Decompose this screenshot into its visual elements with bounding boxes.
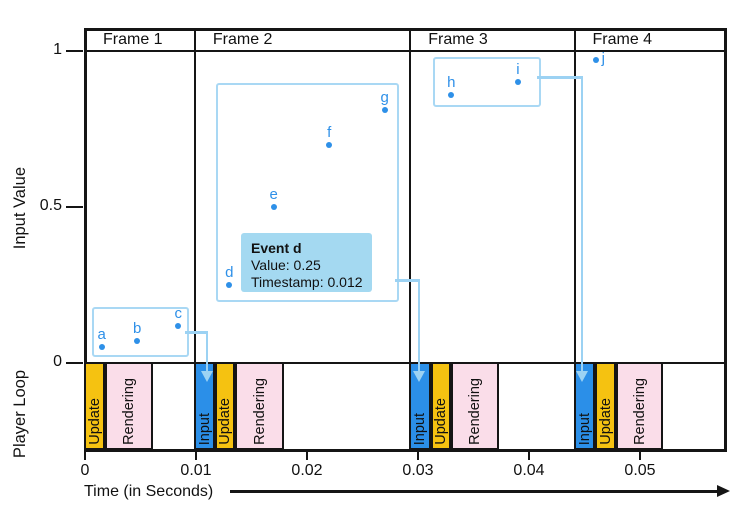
loop-bar-label: Rendering — [467, 378, 483, 445]
loop-bar-update: Update — [84, 362, 105, 450]
event-label-d: d — [225, 264, 234, 281]
event-dot-h[interactable] — [448, 91, 455, 98]
y-tick-label: 0 — [53, 353, 62, 370]
loop-bar-label: Update — [86, 398, 103, 445]
x-tick — [84, 450, 86, 460]
x-tick-label: 0 — [80, 462, 90, 479]
event-dot-d[interactable] — [226, 282, 233, 288]
loop-bar-update: Update — [431, 362, 451, 450]
event-label-e: e — [269, 186, 278, 203]
event-label-b: b — [132, 320, 142, 338]
loop-bar-label: Input — [576, 412, 593, 445]
event-label-f: f — [327, 123, 332, 141]
plot-hline — [83, 50, 727, 52]
connector-line — [185, 331, 208, 334]
time-axis-arrow-head-icon — [717, 485, 730, 497]
event-label-j: j — [601, 50, 605, 68]
x-tick-label: 0.05 — [624, 462, 656, 479]
event-group-box-frame3 — [433, 57, 541, 107]
time-axis-arrow-line — [230, 490, 717, 493]
event-dot-f[interactable] — [326, 141, 333, 148]
event-dot-e[interactable] — [270, 204, 277, 210]
x-tick-label: 0.04 — [513, 462, 545, 479]
connector-line — [580, 76, 584, 372]
event-group-box-frame2 — [216, 83, 399, 302]
event-dot-g[interactable] — [381, 107, 388, 114]
event-label-c: c — [174, 304, 182, 322]
loop-bar-update: Update — [595, 362, 616, 450]
loop-bar-label: Input — [196, 412, 213, 445]
loop-bar-rendering: Rendering — [235, 362, 284, 450]
loop-bar-label: Rendering — [121, 378, 137, 445]
event-tooltip: Event d Value: 0.25 Timestamp: 0.012 — [241, 233, 372, 292]
y-tick — [66, 206, 83, 208]
plot-hline — [83, 362, 727, 364]
loop-bar-rendering: Rendering — [616, 362, 663, 450]
loop-bar-label: Update — [217, 398, 233, 445]
event-label-a: a — [97, 326, 106, 344]
loop-bar-rendering: Rendering — [105, 362, 153, 450]
frame-header-label: Frame 2 — [212, 31, 273, 48]
loop-bar-label: Input — [412, 412, 428, 445]
frame-header-label: Frame 3 — [428, 31, 488, 48]
y-tick — [66, 50, 83, 52]
event-label-g: g — [380, 89, 389, 107]
x-tick-label: 0.02 — [291, 462, 323, 479]
frame-header-label: Frame 4 — [592, 31, 653, 48]
event-dot-b[interactable] — [134, 338, 141, 345]
x-axis-title: Time (in Seconds) — [84, 483, 214, 500]
connector-line — [205, 331, 209, 372]
connector-line — [395, 279, 420, 282]
loop-bar-update: Update — [215, 362, 235, 450]
loop-bar-rendering: Rendering — [451, 362, 499, 450]
frame-boundary-line — [83, 29, 87, 450]
frame-boundary-line — [409, 29, 412, 450]
y-tick — [66, 362, 83, 364]
connector-arrowhead-icon — [200, 371, 213, 382]
event-dot-a[interactable] — [98, 344, 105, 351]
y-axis-title-input-value: Input Value — [11, 167, 29, 250]
tooltip-title: Event d — [251, 240, 302, 256]
tooltip-timestamp: Timestamp: 0.012 — [251, 274, 363, 290]
plot-hline — [83, 27, 727, 31]
loop-bar-label: Update — [433, 398, 449, 445]
frame-header-label: Frame 1 — [103, 31, 163, 48]
event-label-h: h — [447, 73, 456, 91]
y-tick-label: 0.5 — [39, 197, 62, 214]
x-tick — [528, 450, 530, 460]
y-axis-title-player-loop: Player Loop — [11, 370, 29, 459]
x-tick — [417, 450, 419, 460]
loop-bar-label: Update — [597, 398, 614, 445]
x-tick — [195, 450, 197, 460]
frame-boundary-line — [723, 29, 727, 450]
connector-line — [417, 279, 421, 372]
plot-hline — [83, 448, 727, 452]
frame-boundary-line — [193, 29, 196, 450]
event-dot-i[interactable] — [514, 79, 521, 86]
loop-bar-input: Input — [574, 362, 595, 450]
loop-bar-label: Rendering — [251, 378, 268, 445]
connector-arrowhead-icon — [412, 371, 425, 382]
x-tick-label: 0.03 — [402, 462, 434, 479]
frame-boundary-line — [573, 29, 576, 450]
x-tick — [639, 450, 641, 460]
loop-bar-input: Input — [194, 362, 215, 450]
x-tick — [306, 450, 308, 460]
event-label-i: i — [516, 61, 520, 79]
event-dot-j[interactable] — [592, 57, 599, 64]
event-dot-c[interactable] — [175, 322, 182, 329]
loop-bar-label: Rendering — [631, 378, 648, 445]
x-tick-label: 0.01 — [180, 462, 212, 479]
connector-arrowhead-icon — [575, 371, 588, 382]
tooltip-value: Value: 0.25 — [251, 257, 321, 273]
connector-line — [537, 76, 583, 79]
y-tick-label: 1 — [53, 41, 62, 58]
